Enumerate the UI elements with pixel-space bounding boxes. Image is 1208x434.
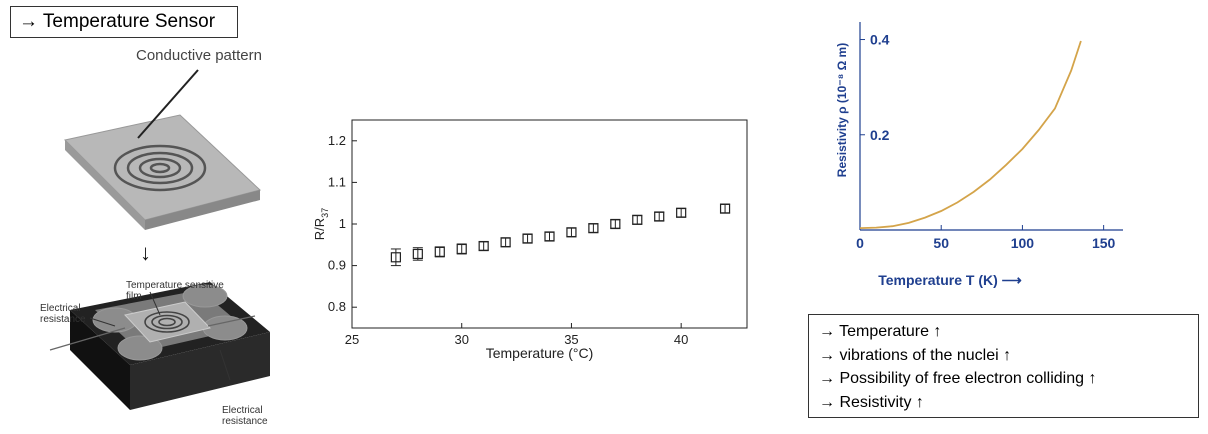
- chart1-data-point: [434, 246, 445, 258]
- chart1-ytick-label: 1: [339, 216, 346, 231]
- note-line-1: → Temperature ↑: [819, 323, 942, 340]
- resistance-label-right: Electrical resistance: [222, 405, 268, 427]
- chart2-ytick-label: 0.4: [870, 32, 890, 48]
- resistance-label-left: Electrical resistance: [40, 303, 86, 325]
- chart2-xtick-label: 0: [856, 235, 864, 251]
- chart1-data-point: [478, 240, 489, 252]
- title-box: → Temperature Sensor: [10, 6, 238, 38]
- chart1-ytick-label: 0.9: [328, 258, 346, 273]
- chart1-xtick-label: 35: [564, 332, 578, 347]
- chart1-data-point: [566, 227, 577, 238]
- chart2-xtick-label: 50: [933, 235, 949, 251]
- chart1-data-point: [676, 207, 687, 218]
- chart1-data-point: [412, 247, 423, 261]
- note-line-2: → vibrations of the nuclei ↑: [819, 346, 1012, 364]
- conductive-plate: [63, 69, 262, 230]
- chart1-data-point: [456, 243, 467, 255]
- resistivity-chart: 0 50 100 150 0.2 0.4 Temperature T (K) ⟶ Res…: [835, 22, 1123, 288]
- chart1-data-point: [522, 233, 533, 244]
- chart1-xtick-label: 30: [454, 332, 468, 347]
- note-line-4: → Resistivity ↑: [819, 393, 924, 411]
- chart1-data-point: [588, 223, 599, 234]
- chart2-ytick-label: 0.2: [870, 127, 890, 143]
- chart2-series-line: [859, 40, 1082, 229]
- film-label: Temperature sensitive film: [126, 280, 224, 302]
- chart1-data-point: [544, 231, 555, 242]
- sensor-illustration: [49, 69, 270, 410]
- explanation-box: → Temperature ↑ → vibrations of the nucl…: [808, 314, 1199, 418]
- chart2-xtick-label: 150: [1092, 235, 1116, 251]
- chart1-data-point: [500, 237, 511, 248]
- down-arrow-icon: ↓: [140, 240, 151, 265]
- title-text: → Temperature Sensor: [19, 11, 216, 32]
- sensor-package: [49, 282, 270, 410]
- chart1-ytick-label: 1.2: [328, 133, 346, 148]
- chart1-ytick-label: 1.1: [328, 174, 346, 189]
- chart1-ylabel: R/R37: [312, 208, 330, 240]
- chart1-xlabel: Temperature (°C): [486, 345, 594, 361]
- rr37-chart: 25 30 35 40 0.80.911.11.2 Temperature (°C) …: [312, 119, 748, 361]
- chart2-xlabel: Temperature T (K) ⟶: [878, 272, 1022, 288]
- chart1-data-point: [632, 214, 643, 225]
- note-line-3: → Possibility of free electron colliding…: [819, 370, 1097, 387]
- chart2-xtick-label: 100: [1011, 235, 1035, 251]
- chart2-ylabel: Resistivity ρ (10⁻⁸ Ω m): [835, 43, 849, 177]
- chart1-data-point: [654, 211, 665, 222]
- chart1-xtick-label: 25: [345, 332, 359, 347]
- chart1-xtick-label: 40: [674, 332, 688, 347]
- conductive-pattern-label: Conductive pattern: [136, 47, 262, 64]
- chart1-ytick-label: 0.8: [328, 299, 346, 314]
- chart1-plot-frame: [351, 119, 748, 329]
- chart1-data-point: [610, 218, 621, 230]
- chart1-data-point: [719, 203, 731, 214]
- chart1-data-point: [390, 248, 401, 267]
